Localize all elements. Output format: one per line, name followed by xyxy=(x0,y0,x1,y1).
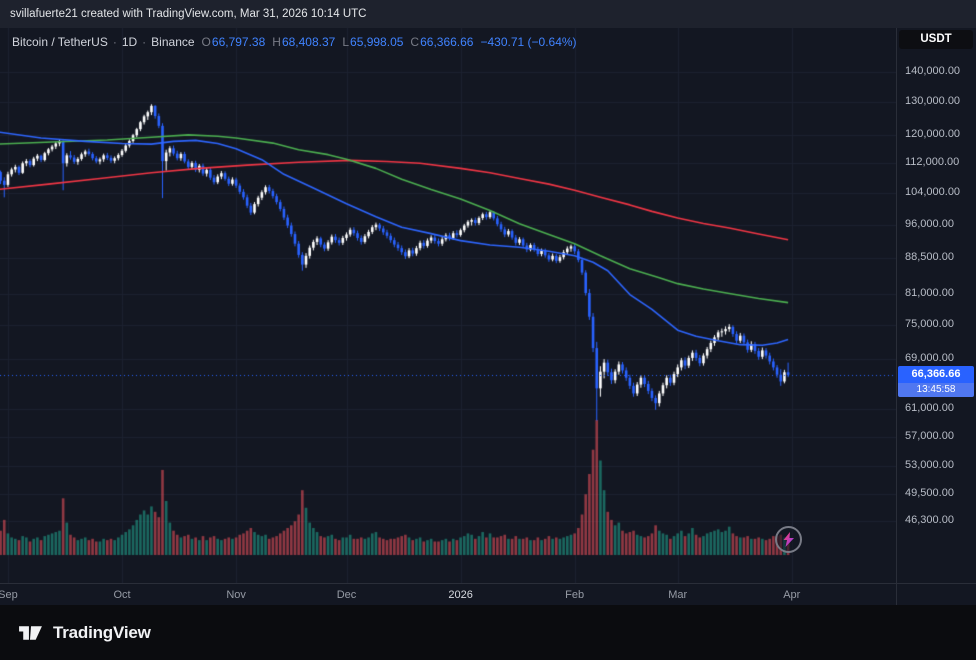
tradingview-logo-icon xyxy=(19,626,42,640)
symbol-title[interactable]: Bitcoin / TetherUS xyxy=(12,35,108,49)
price-axis-label: 88,500.00 xyxy=(905,251,954,264)
price-axis-label: 96,000.00 xyxy=(905,218,954,231)
time-axis-label: Sep xyxy=(0,589,18,601)
high-value: 68,408.37 xyxy=(281,35,336,49)
price-axis-label: 75,000.00 xyxy=(905,318,954,331)
open-label: O xyxy=(201,35,211,49)
legend-separator: · xyxy=(112,35,117,49)
low-value: 65,998.05 xyxy=(350,35,404,49)
price-axis-label: 46,300.00 xyxy=(905,514,954,526)
price-axis-label: 140,000.00 xyxy=(905,65,961,77)
change-value: −430.71 (−0.64%) xyxy=(480,35,577,49)
price-axis-label: 120,000.00 xyxy=(905,127,961,140)
bar-countdown: 13:45:58 xyxy=(898,382,974,397)
time-axis-label: Oct xyxy=(113,589,131,601)
time-axis-label: Apr xyxy=(783,589,801,601)
price-axis-label: 61,000.00 xyxy=(905,402,954,415)
time-axis[interactable]: Sep Oct Nov Dec 2026 Feb Mar Apr xyxy=(0,583,896,605)
time-axis-label: Mar xyxy=(668,589,688,601)
price-axis-label: 57,000.00 xyxy=(905,429,954,442)
low-label: L xyxy=(342,35,350,49)
price-axis-label: 53,000.00 xyxy=(905,459,954,472)
close-value: 66,366.66 xyxy=(420,35,474,49)
chart-main: Bitcoin / TetherUS · 1D · Binance O 66,7… xyxy=(0,28,976,605)
price-axis-label: 130,000.00 xyxy=(905,95,961,108)
price-axis-label: 81,000.00 xyxy=(905,287,954,300)
symbol-interval[interactable]: 1D xyxy=(121,35,138,49)
legend-separator: · xyxy=(142,35,147,49)
boost-icon[interactable] xyxy=(775,526,802,553)
attribution-text: svillafuerte21 created with TradingView.… xyxy=(10,8,367,20)
tradingview-logo-text: TradingView xyxy=(53,622,151,642)
last-price-value: 66,366.66 xyxy=(898,365,974,383)
price-axis-label: 112,000.00 xyxy=(905,155,960,168)
time-axis-label: Feb xyxy=(565,589,585,601)
open-value: 66,797.38 xyxy=(211,35,266,49)
time-axis-label: 2026 xyxy=(448,589,473,601)
symbol-exchange: Binance xyxy=(151,35,195,49)
last-price-badge: 66,366.66 13:45:58 xyxy=(898,365,974,397)
currency-unit-button[interactable]: USDT xyxy=(899,30,973,49)
footer: TradingView xyxy=(0,605,976,660)
high-label: H xyxy=(272,35,281,49)
price-chart-canvas[interactable] xyxy=(0,28,896,583)
symbol-legend: Bitcoin / TetherUS · 1D · Binance O 66,7… xyxy=(12,35,577,49)
close-label: C xyxy=(410,35,420,49)
time-axis-label: Dec xyxy=(336,589,357,601)
price-axis-label: 49,500.00 xyxy=(905,486,954,499)
price-axis-label: 104,000.00 xyxy=(905,185,961,198)
time-axis-label: Nov xyxy=(226,589,246,601)
price-axis-label: 69,000.00 xyxy=(905,352,954,365)
price-axis[interactable]: USDT 140,000.00 130,000.00 120,000.00 112,0… xyxy=(896,28,976,605)
lightning-icon xyxy=(783,532,794,547)
tradingview-logo[interactable]: TradingView xyxy=(17,619,151,646)
chart-area[interactable]: Bitcoin / TetherUS · 1D · Binance O 66,7… xyxy=(0,28,896,605)
attribution-bar: svillafuerte21 created with TradingView.… xyxy=(0,0,976,28)
